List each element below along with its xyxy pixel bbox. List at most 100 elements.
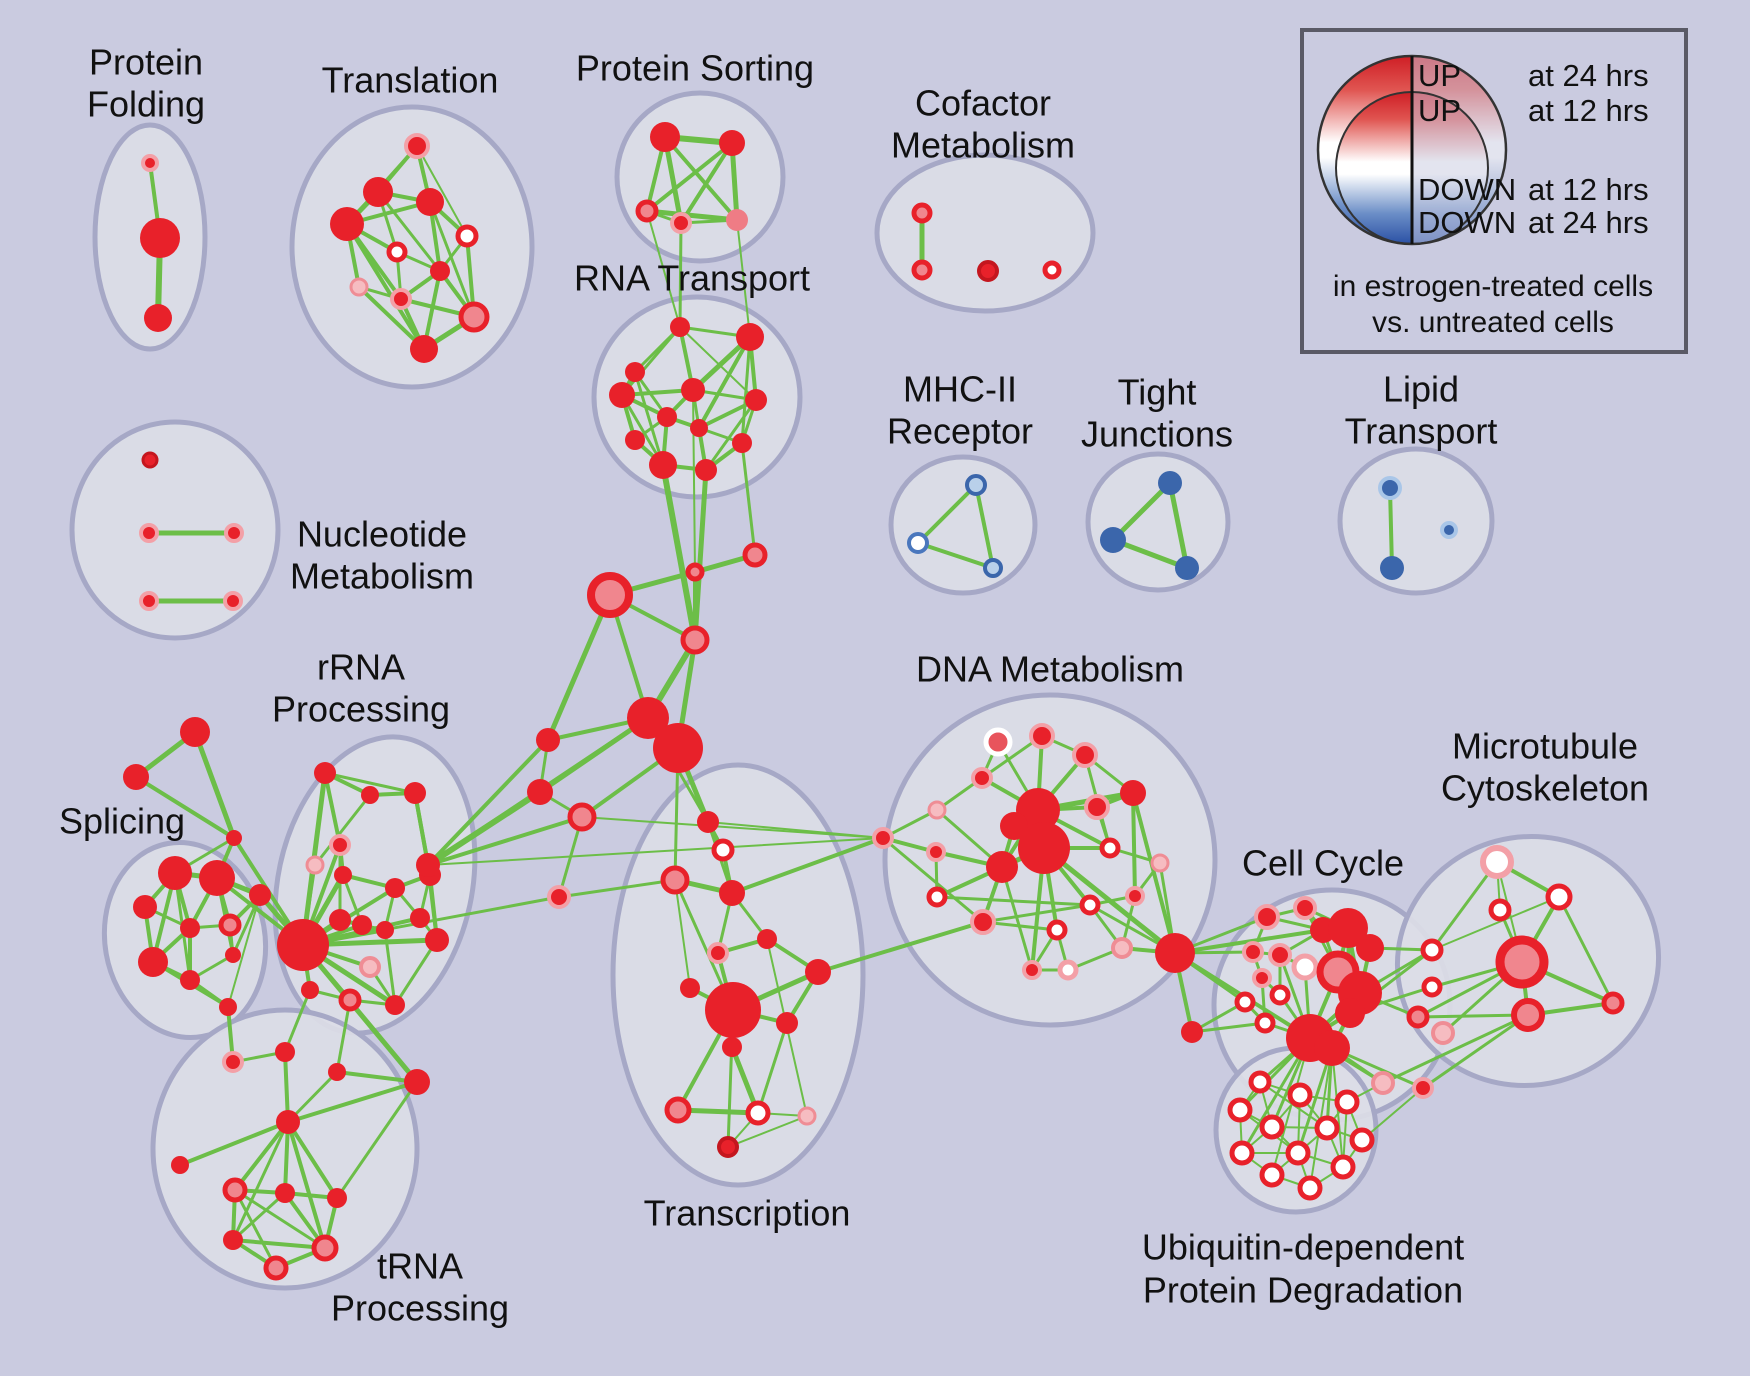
node-trna-processing-6[interactable] [222,1177,248,1203]
node-nucleotide-metabolism-2[interactable] [224,523,244,543]
node-dna-metabolism-4[interactable] [927,800,947,820]
node-rrna-processing-12[interactable] [277,919,329,971]
node-ubiquitin-degradation-2[interactable] [1334,1089,1360,1115]
node-microtubule-cytoskeleton-4[interactable] [1511,998,1545,1032]
node-rrna-processing-14[interactable] [416,853,440,877]
node-cell-cycle-6[interactable] [1268,943,1292,967]
node-dna-metabolism-0[interactable] [983,727,1013,757]
node-cell-cycle-10[interactable] [1252,968,1272,988]
node-protein-sorting-2[interactable] [635,199,659,223]
node-mhc-ii-receptor-0[interactable] [965,474,987,496]
node-rrna-processing-10[interactable] [376,921,394,939]
node-transcription-4[interactable] [757,929,777,949]
node-dna-metabolism-2[interactable] [1072,742,1098,768]
node-backbone-9[interactable] [547,885,571,909]
node-protein-sorting-1[interactable] [719,130,745,156]
node-dna-metabolism-20[interactable] [1022,960,1042,980]
node-ubiquitin-degradation-6[interactable] [1349,1127,1375,1153]
node-lipid-transport-0[interactable] [1378,476,1402,500]
node-cofactor-metabolism-1[interactable] [911,259,933,281]
node-dna-metabolism-5[interactable] [1120,780,1146,806]
node-cell-cycle-19[interactable] [1406,1005,1430,1029]
node-rrna-processing-18[interactable] [425,928,449,952]
node-transcription-9[interactable] [776,1012,798,1034]
node-protein-folding-2[interactable] [144,304,172,332]
node-translation-1[interactable] [363,177,393,207]
node-rrna-processing-1[interactable] [361,786,379,804]
node-splicing-1[interactable] [123,764,149,790]
node-rrna-processing-4[interactable] [305,855,325,875]
node-ubiquitin-degradation-4[interactable] [1259,1114,1285,1140]
node-trna-processing-4[interactable] [276,1110,300,1134]
node-cofactor-metabolism-3[interactable] [1042,260,1062,280]
node-splicing-11[interactable] [219,998,237,1016]
node-protein-folding-0[interactable] [141,154,159,172]
node-cell-cycle-11[interactable] [1269,984,1291,1006]
node-rrna-processing-2[interactable] [404,782,426,804]
node-trna-processing-2[interactable] [328,1063,346,1081]
node-rna-transport-1[interactable] [736,323,764,351]
node-dna-metabolism-1[interactable] [1029,723,1055,749]
node-cell-cycle-16[interactable] [1335,998,1365,1028]
node-splicing-7[interactable] [218,913,242,937]
node-mhc-ii-receptor-2[interactable] [983,558,1003,578]
node-rna-transport-2[interactable] [625,362,645,382]
node-transcription-6[interactable] [680,978,700,998]
node-splicing-4[interactable] [199,860,235,896]
node-protein-sorting-0[interactable] [650,122,680,152]
node-trna-processing-8[interactable] [327,1188,347,1208]
node-transcription-2[interactable] [660,865,690,895]
node-rrna-processing-11[interactable] [410,908,430,928]
node-backbone-4[interactable] [627,697,669,739]
node-rna-transport-5[interactable] [657,407,677,427]
node-trna-processing-1[interactable] [275,1042,295,1062]
node-dna-metabolism-18[interactable] [1046,919,1068,941]
node-backbone-0[interactable] [742,542,768,568]
node-protein-sorting-3[interactable] [670,212,692,234]
node-transcription-5[interactable] [707,942,729,964]
node-cell-cycle-5[interactable] [1242,941,1264,963]
node-dna-metabolism-8[interactable] [1000,812,1028,840]
node-translation-9[interactable] [458,301,490,333]
node-cell-cycle-20[interactable] [1431,1021,1455,1045]
node-backbone-8[interactable] [567,802,597,832]
node-rrna-processing-9[interactable] [352,915,372,935]
node-dna-metabolism-16[interactable] [1079,894,1101,916]
node-splicing-5[interactable] [133,895,157,919]
node-splicing-6[interactable] [180,918,200,938]
node-microtubule-cytoskeleton-5[interactable] [1601,991,1625,1015]
node-rna-transport-9[interactable] [732,433,752,453]
node-ubiquitin-degradation-1[interactable] [1287,1082,1313,1108]
node-translation-5[interactable] [386,241,408,263]
node-nucleotide-metabolism-0[interactable] [141,451,159,469]
node-rna-transport-11[interactable] [695,459,717,481]
node-ubiquitin-degradation-7[interactable] [1229,1140,1255,1166]
node-splicing-2[interactable] [226,830,242,846]
node-ubiquitin-degradation-10[interactable] [1259,1162,1285,1188]
node-ubiquitin-degradation-0[interactable] [1248,1070,1272,1094]
node-transcription-1[interactable] [711,838,735,862]
node-dna-metabolism-14[interactable] [926,886,948,908]
node-transcription-13[interactable] [797,1106,817,1126]
node-splicing-3[interactable] [158,856,192,890]
node-rna-transport-4[interactable] [609,382,635,408]
node-translation-3[interactable] [330,207,364,241]
node-transcription-7[interactable] [805,959,831,985]
node-transcription-3[interactable] [719,880,745,906]
node-nucleotide-metabolism-1[interactable] [139,523,159,543]
node-transcription-11[interactable] [664,1096,692,1124]
node-transcription-12[interactable] [745,1100,771,1126]
node-dna-metabolism-10[interactable] [986,851,1018,883]
node-translation-4[interactable] [455,224,479,248]
node-trna-processing-9[interactable] [223,1230,243,1250]
node-translation-6[interactable] [430,261,450,281]
node-dna-metabolism-21[interactable] [1057,959,1079,981]
node-cell-cycle-7[interactable] [1291,953,1319,981]
node-dna-metabolism-13[interactable] [1150,853,1170,873]
node-translation-8[interactable] [390,288,412,310]
node-backbone-3[interactable] [680,625,710,655]
node-cell-cycle-1[interactable] [1293,896,1317,920]
node-mhc-ii-receptor-1[interactable] [907,532,929,554]
node-trna-processing-5[interactable] [171,1156,189,1174]
node-rrna-processing-8[interactable] [329,909,351,931]
